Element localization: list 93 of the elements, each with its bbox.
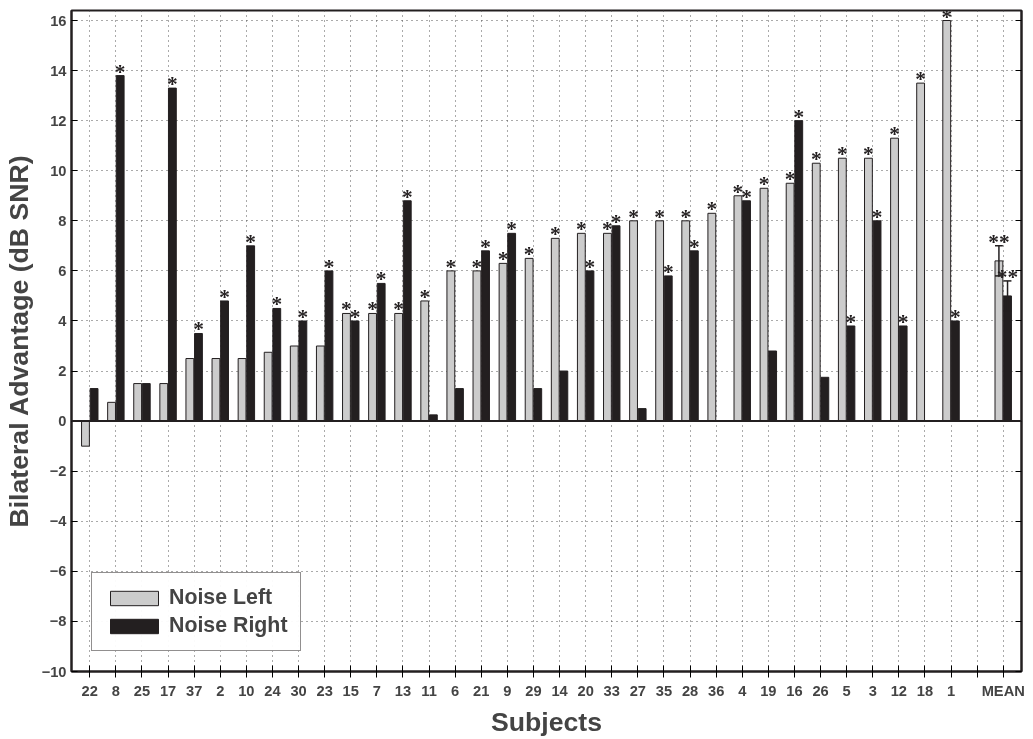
data-label: * [654,204,665,229]
y-tick-label: 14 [50,62,68,79]
data-label: * [950,304,961,329]
x-tick-label: 11 [421,682,437,699]
data-label: * [915,67,926,92]
data-label: * [863,142,874,167]
y-axis-title: Bilateral Advantage (dB SNR) [3,155,34,528]
x-tick-label: 27 [629,682,647,699]
x-axis-title: Subjects [490,706,603,737]
y-tick-label: 12 [50,112,67,129]
data-label: * [367,297,378,322]
data-label: * [419,284,431,309]
x-tick-label: 20 [577,682,594,699]
data-label: * [114,59,126,84]
x-tick-label: 37 [186,682,203,699]
x-tick-label: MEAN [981,682,1025,699]
data-label: * [793,104,805,129]
data-label: * [689,234,700,259]
x-tick-label: 3 [868,682,877,699]
data-label: * [480,234,491,259]
data-label: * [323,254,335,279]
data-label: * [445,254,457,279]
data-label: * [549,222,561,247]
x-tick-label: 35 [655,682,673,699]
data-label: * [167,72,178,97]
data-label: * [401,184,413,209]
x-tick-label: 12 [890,682,907,699]
data-label: * [602,217,613,242]
y-tick-label: 6 [58,262,67,279]
data-label: * [810,147,822,172]
x-tick-label: 13 [394,682,412,699]
data-label: ** [988,229,1010,254]
x-tick-label: 36 [707,682,725,699]
x-tick-label: 24 [264,682,282,699]
x-tick-label: 9 [503,682,512,699]
y-tick-label: −4 [49,513,68,530]
y-tick-label: −8 [49,613,67,630]
data-label: * [741,184,752,209]
data-label: * [576,217,587,242]
data-label: * [219,284,230,309]
x-tick-label: 18 [916,682,934,699]
data-label: * [245,229,257,254]
x-tick-label: 1 [946,682,956,699]
x-tick-label: 7 [372,682,381,699]
data-label: * [628,204,639,229]
data-label: * [341,297,352,322]
data-label: * [680,204,692,229]
data-label: * [897,309,909,334]
y-tick-label: −6 [49,563,67,580]
data-label: * [193,317,204,342]
y-tick-label: 8 [58,212,67,229]
data-label: * [375,267,387,292]
x-tick-label: 28 [681,682,699,699]
x-tick-label: 4 [738,682,748,699]
y-tick-label: 4 [58,312,68,329]
data-label: * [837,142,848,167]
x-tick-label: 5 [842,682,851,699]
data-label: * [393,297,404,322]
data-label: * [871,204,883,229]
x-tick-label: 30 [290,682,307,699]
x-tick-label: 6 [451,682,460,699]
x-tick-label: 15 [342,682,359,699]
data-label: * [706,197,718,222]
data-label: * [506,217,517,242]
x-tick-label: 25 [133,682,151,699]
x-tick-label: 16 [786,682,803,699]
x-tick-label: 8 [111,682,120,699]
x-tick-label: 2 [216,682,225,699]
y-tick-label: 16 [50,12,67,29]
data-label: * [662,259,674,284]
x-tick-label: 22 [81,682,98,699]
y-tick-label: 2 [58,363,67,380]
y-tick-label: 10 [50,162,67,179]
x-tick-label: 33 [603,682,620,699]
x-tick-label: 29 [525,682,542,699]
x-tick-label: 14 [551,682,569,699]
x-tick-label: 10 [238,682,255,699]
x-tick-label: 17 [159,682,177,699]
legend-label: Noise Left [169,585,273,610]
data-label: * [271,292,283,317]
y-tick-label: −10 [41,663,67,680]
x-tick-label: 19 [760,682,777,699]
data-label: * [471,254,483,279]
y-tick-label: −2 [49,463,67,480]
data-label: * [297,304,309,329]
x-tick-label: 26 [812,682,829,699]
legend-label: Noise Right [169,613,288,638]
data-label: * [523,242,535,267]
x-tick-label: 23 [316,682,333,699]
y-tick-label: 0 [58,413,67,430]
data-label: * [889,122,900,147]
x-tick-label: 21 [473,682,490,699]
data-label: * [758,172,770,197]
